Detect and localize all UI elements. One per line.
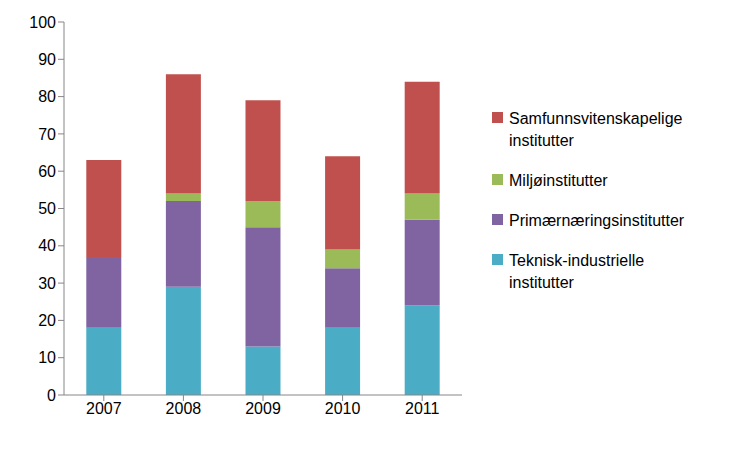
svg-text:70: 70 (38, 126, 56, 143)
svg-text:60: 60 (38, 163, 56, 180)
svg-text:100: 100 (29, 14, 56, 31)
svg-text:40: 40 (38, 237, 56, 254)
svg-text:90: 90 (38, 51, 56, 68)
svg-text:50: 50 (38, 200, 56, 217)
svg-text:2010: 2010 (325, 400, 361, 417)
svg-text:30: 30 (38, 275, 56, 292)
html-text:Samfunnsvitenskapelige institu: Samfunnsvitenskapelige institutter (509, 110, 683, 149)
svg-text:2007: 2007 (86, 400, 122, 417)
html-text:Teknisk-industrielle institutt: Teknisk-industrielle institutter (509, 252, 645, 291)
svg-text:2008: 2008 (166, 400, 202, 417)
svg-text:10: 10 (38, 349, 56, 366)
svg-text:2009: 2009 (245, 400, 281, 417)
svg-text:80: 80 (38, 88, 56, 105)
html-text:Primærnæringsinstitutter: Primærnæringsinstitutter (509, 212, 685, 229)
svg-text:2011: 2011 (405, 400, 440, 417)
html-text:Miljøinstitutter: Miljøinstitutter (509, 172, 608, 189)
svg-text:20: 20 (38, 312, 56, 329)
svg-text:0: 0 (47, 387, 56, 404)
